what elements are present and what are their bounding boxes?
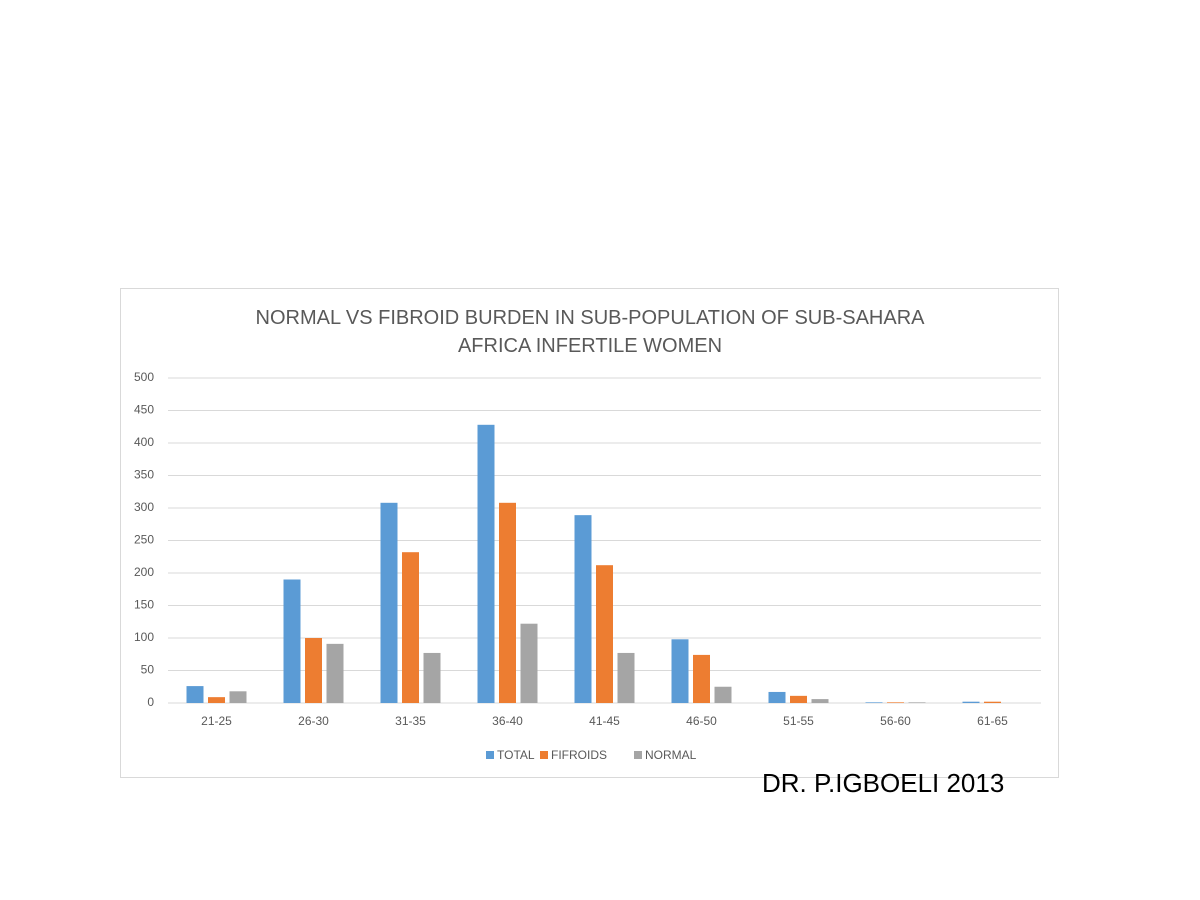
legend-label: FIFROIDS	[551, 748, 607, 762]
bar	[714, 686, 732, 703]
y-tick-label: 500	[134, 370, 154, 384]
chart-frame	[120, 288, 1059, 778]
x-tick-label: 36-40	[492, 714, 523, 728]
bar	[402, 552, 419, 703]
bar	[208, 697, 225, 703]
bar	[380, 502, 398, 703]
bar	[186, 686, 204, 703]
y-tick-label: 100	[134, 630, 154, 644]
bar	[477, 424, 495, 703]
bar	[596, 565, 613, 703]
bar	[671, 639, 689, 703]
legend-label: TOTAL	[497, 748, 535, 762]
y-tick-label: 400	[134, 435, 154, 449]
bar	[520, 623, 538, 703]
bar	[499, 502, 516, 703]
x-tick-label: 31-35	[395, 714, 426, 728]
bar	[865, 702, 883, 703]
y-tick-label: 200	[134, 565, 154, 579]
bar	[984, 701, 1001, 703]
bar	[283, 579, 301, 703]
x-tick-label: 61-65	[977, 714, 1008, 728]
x-tick-label: 56-60	[880, 714, 911, 728]
legend-swatch	[634, 751, 642, 759]
x-tick-label: 41-45	[589, 714, 620, 728]
annotation: DR. P.IGBOELI 2013	[762, 768, 1005, 798]
bar	[908, 702, 926, 703]
bar	[811, 699, 829, 703]
bar	[617, 652, 635, 703]
x-tick-label: 51-55	[783, 714, 814, 728]
bar	[768, 691, 786, 703]
x-tick-label: 21-25	[201, 714, 232, 728]
y-tick-label: 350	[134, 468, 154, 482]
y-tick-label: 50	[141, 663, 155, 677]
bar	[326, 643, 344, 703]
y-tick-label: 300	[134, 500, 154, 514]
bar	[790, 695, 807, 703]
bar	[229, 691, 247, 703]
bar	[887, 702, 904, 703]
y-tick-label: 0	[147, 695, 154, 709]
legend-swatch	[486, 751, 494, 759]
chart-title: NORMAL VS FIBROID BURDEN IN SUB-POPULATI…	[255, 307, 925, 357]
bar	[962, 701, 980, 703]
bar	[423, 652, 441, 703]
x-tick-label: 26-30	[298, 714, 329, 728]
y-tick-label: 150	[134, 598, 154, 612]
x-tick-label: 46-50	[686, 714, 717, 728]
y-tick-label: 250	[134, 533, 154, 547]
bar	[305, 638, 322, 703]
legend-label: NORMAL	[645, 748, 697, 762]
bar	[693, 654, 710, 703]
legend-swatch	[540, 751, 548, 759]
y-tick-label: 450	[134, 403, 154, 417]
bar	[574, 515, 592, 703]
